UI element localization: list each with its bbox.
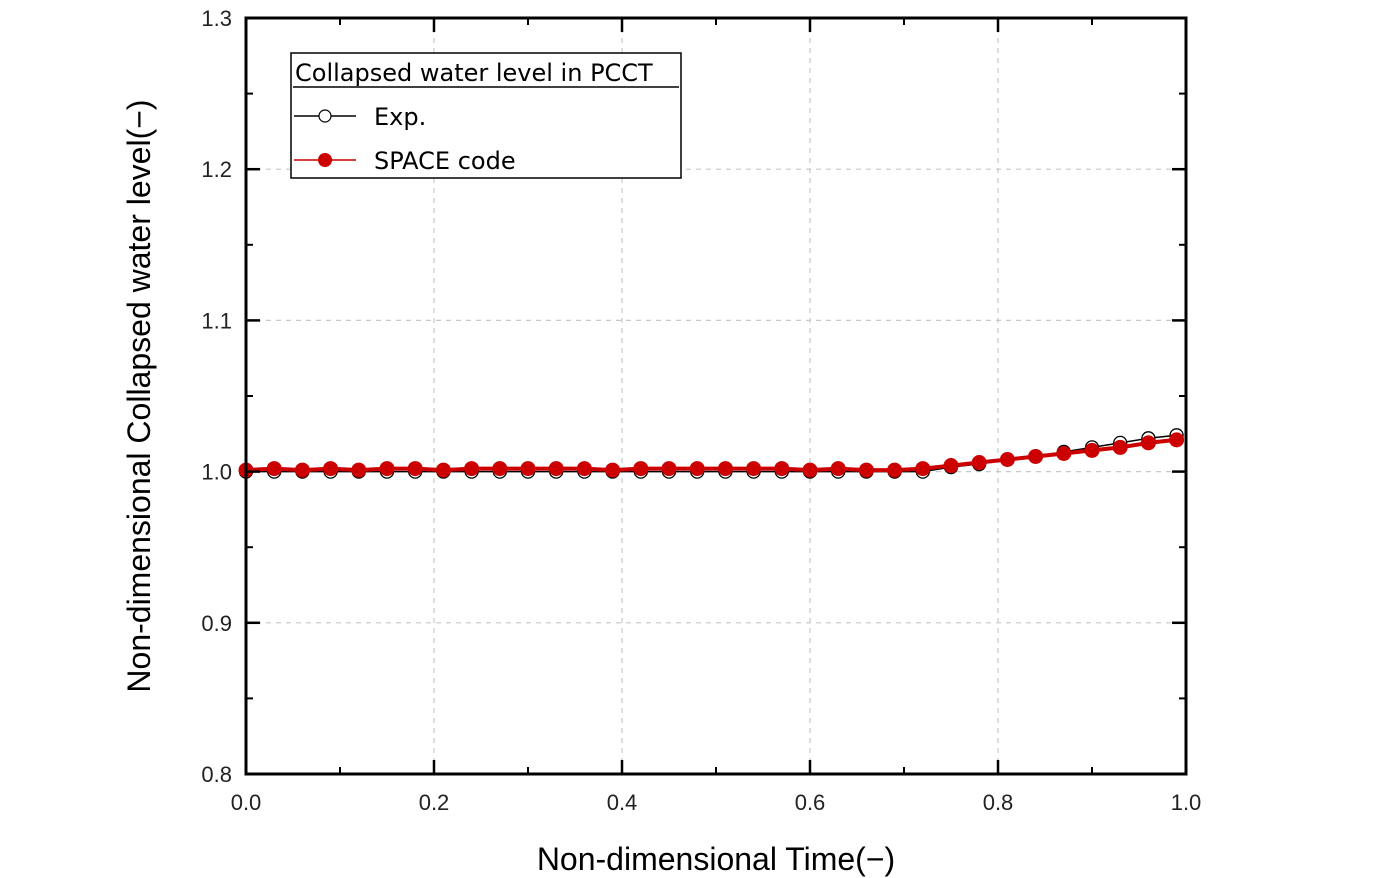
y-tick-label: 0.8 bbox=[201, 762, 232, 787]
y-tick-label: 1.2 bbox=[201, 157, 232, 182]
space-code-point bbox=[830, 461, 846, 477]
space-code-point bbox=[717, 461, 733, 477]
space-code-point bbox=[407, 461, 423, 477]
space-code-point bbox=[1112, 439, 1128, 455]
x-axis-title: Non-dimensional Time(−) bbox=[537, 841, 895, 877]
y-tick-label: 1.1 bbox=[201, 308, 232, 333]
x-tick-label: 0.2 bbox=[419, 790, 450, 815]
space-code-point bbox=[605, 462, 621, 478]
space-code-point bbox=[464, 461, 480, 477]
space-code-point bbox=[379, 461, 395, 477]
space-code-point bbox=[689, 461, 705, 477]
space-code-point bbox=[1169, 432, 1185, 448]
space-code-point bbox=[943, 458, 959, 474]
y-tick-label: 0.9 bbox=[201, 611, 232, 636]
legend-exp-label: Exp. bbox=[374, 103, 426, 131]
legend-title: Collapsed water level in PCCT bbox=[295, 59, 653, 87]
space-code-point bbox=[323, 461, 339, 477]
space-code-point bbox=[1056, 445, 1072, 461]
space-code-point bbox=[266, 461, 282, 477]
space-code-point bbox=[746, 461, 762, 477]
legend: Collapsed water level in PCCT Exp. SPACE… bbox=[290, 52, 682, 179]
space-code-point bbox=[520, 461, 536, 477]
space-code-point bbox=[915, 461, 931, 477]
y-tick-label: 1.3 bbox=[201, 6, 232, 31]
space-code-point bbox=[435, 462, 451, 478]
space-code-point bbox=[351, 462, 367, 478]
x-tick-label: 0.4 bbox=[607, 790, 638, 815]
space-code-point bbox=[887, 462, 903, 478]
legend-space-label: SPACE code bbox=[374, 147, 516, 175]
space-code-point bbox=[633, 461, 649, 477]
y-tick-label: 1.0 bbox=[201, 460, 232, 485]
space-code-point bbox=[548, 461, 564, 477]
space-code-point bbox=[1084, 442, 1100, 458]
space-code-line bbox=[245, 437, 1177, 473]
x-tick-label: 1.0 bbox=[1171, 790, 1202, 815]
space-code-point bbox=[971, 455, 987, 471]
y-axis-title: Non-dimensional Collapsed water level(−) bbox=[121, 99, 157, 692]
space-code-point bbox=[294, 462, 310, 478]
space-code-point bbox=[492, 461, 508, 477]
space-code-point bbox=[858, 462, 874, 478]
x-tick-label: 0.6 bbox=[795, 790, 826, 815]
ticks: 0.0 0.2 0.4 0.6 0.8 1.0 0.8 0.9 1.0 1.1 1.2 1.3 bbox=[201, 6, 1201, 815]
space-code-point bbox=[999, 452, 1015, 468]
space-code-point bbox=[576, 461, 592, 477]
space-code-point bbox=[661, 461, 677, 477]
space-code-point bbox=[1028, 448, 1044, 464]
space-code-point bbox=[1140, 435, 1156, 451]
legend-exp-marker bbox=[318, 109, 332, 123]
series-layer bbox=[238, 428, 1185, 479]
space-code-point bbox=[774, 461, 790, 477]
x-tick-label: 0.0 bbox=[231, 790, 262, 815]
space-code-point bbox=[802, 462, 818, 478]
legend-space-marker bbox=[318, 153, 332, 167]
x-tick-label: 0.8 bbox=[983, 790, 1014, 815]
